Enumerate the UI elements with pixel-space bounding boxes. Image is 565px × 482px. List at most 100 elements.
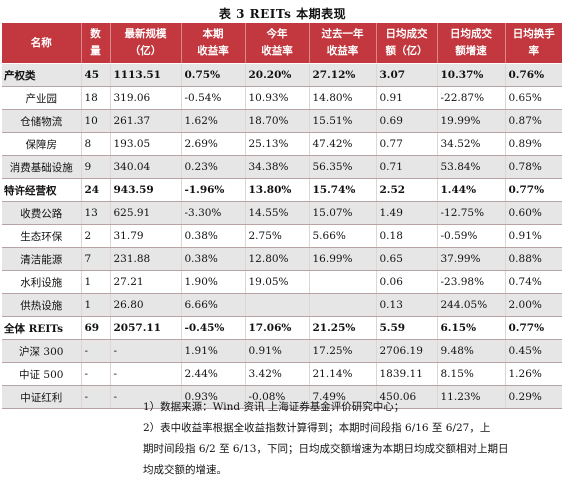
cell-scale: 31.79 — [110, 224, 182, 248]
cell-1y-return: 21.14% — [309, 362, 377, 386]
cell-ytd-return: 25.13% — [245, 132, 310, 156]
table-row: 收费公路 13 625.91 -3.30% 14.55% 15.07% 1.49 -12.75… — [2, 201, 562, 225]
cell-ytd-return: -0.08% — [245, 385, 310, 409]
cell-avg-turnover: 0.18 — [376, 224, 438, 248]
cell-name: 全体 REITs — [2, 316, 82, 340]
cell-name: 仓储物流 — [2, 109, 82, 133]
header-turnover-rate-line: 日均换手 — [512, 28, 555, 40]
category-row: 特许经营权 24 943.59 -1.96% 13.80% 15.74% 2.52 1.44%… — [2, 178, 562, 202]
table-row: 保障房 8 193.05 2.69% 25.13% 47.42% 0.77 34.52% 0.8… — [2, 132, 562, 156]
cell-name: 清洁能源 — [2, 247, 82, 271]
cell-avg-turnover: 3.07 — [376, 63, 438, 87]
cell-ytd-return: 34.38% — [245, 155, 310, 179]
note-source: 1）数据来源：Wind 资讯 上海证券基金评价研究中心； — [143, 401, 405, 413]
cell-name: 产权类 — [2, 63, 82, 87]
cell-scale: 1113.51 — [110, 63, 182, 87]
cell-scale: 625.91 — [110, 201, 182, 225]
category-row: 产权类 45 1113.51 0.75% 20.20% 27.12% 3.07 10.37% 0… — [2, 63, 562, 87]
cell-1y-return: 21.25% — [309, 316, 377, 340]
table-notes: 1）数据来源：Wind 资讯 上海证券基金评价研究中心； 2）表中收益率根据全收… — [0, 397, 565, 481]
cell-turnover-growth: 19.99% — [437, 109, 506, 133]
header-name-line: 名称 — [30, 36, 52, 49]
note-method-end: 均成交额的增速。 — [143, 464, 227, 476]
index-row: 沪深 300- -1.91% 0.91% 17.25% 2706.19 9.48% 0.45… — [2, 339, 562, 363]
cell-1y-return: 14.80% — [309, 86, 377, 110]
cell-name: 中证 500 — [2, 362, 82, 386]
cell-scale: 27.21 — [110, 270, 182, 294]
cell-ytd-return: 10.93% — [245, 86, 310, 110]
cell-turnover-growth: 244.05% — [437, 293, 506, 317]
cell-1y-return: 47.42% — [309, 132, 377, 156]
cell-1y-return: 56.35% — [309, 155, 377, 179]
cell-avg-turnover: 2706.19 — [376, 339, 438, 363]
table-row: 消费基础设施 9 340.04 0.23% 34.38% 56.35% 0.71 53.84%… — [2, 155, 562, 179]
cell-name: 沪深 300 — [2, 339, 82, 363]
cell-name: 产业园 — [2, 86, 82, 110]
table-row: 产业园 18 319.06 -0.54% 10.93% 14.80% 0.91 -22.87%… — [2, 86, 562, 110]
header-avg-turnover: 日均成交 额（亿） — [376, 23, 438, 64]
cell-name: 消费基础设施 — [2, 155, 82, 179]
cell-1y-return: 27.12% — [309, 63, 377, 87]
header-turnover-growth-line: 额增速 — [455, 45, 487, 57]
cell-1y-return: 17.25% — [309, 339, 377, 363]
cell-turnover-rate: 0.60% — [505, 201, 562, 225]
cell-count: 1 — [81, 270, 111, 294]
header-count: 数量 — [81, 23, 111, 64]
cell-scale: 193.05 — [110, 132, 182, 156]
cell-ytd-return: 3.42% — [245, 362, 310, 386]
cell-ytd-return: 0.91% — [245, 339, 310, 363]
table-body: 产权类 45 1113.51 0.75% 20.20% 27.12% 3.07 10.37% 0… — [2, 63, 562, 409]
cell-avg-turnover: 0.69 — [376, 109, 438, 133]
header-turnover-rate-line: 率 — [528, 45, 540, 57]
header-scale-line: （亿） — [129, 45, 162, 57]
cell-turnover-growth: 6.15% — [437, 316, 506, 340]
cell-turnover-rate: 0.76% — [505, 63, 562, 87]
cell-turnover-growth: 10.37% — [437, 63, 506, 87]
cell-period-return: 0.93% — [181, 385, 246, 409]
table-title: 表 3 REITs 本期表现 — [218, 7, 347, 21]
cell-turnover-rate: 0.29% — [505, 385, 562, 409]
cell-turnover-growth: 37.99% — [437, 247, 506, 271]
cell-1y-return: 15.51% — [309, 109, 377, 133]
cell-turnover-rate: 0.78% — [505, 155, 562, 179]
cell-turnover-growth: -0.59% — [437, 224, 506, 248]
cell-name: 生态环保 — [2, 224, 82, 248]
header-period-return-line: 收益率 — [197, 45, 229, 57]
cell-turnover-rate: 0.88% — [505, 247, 562, 271]
cell-scale: - — [110, 339, 182, 363]
header-avg-turnover-line: 额（亿） — [385, 45, 428, 57]
cell-turnover-growth: 9.48% — [437, 339, 506, 363]
cell-avg-turnover: 0.65 — [376, 247, 438, 271]
cell-period-return: 6.66% — [181, 293, 246, 317]
cell-count: - — [81, 339, 111, 363]
cell-period-return: -3.30% — [181, 201, 246, 225]
note-method-cont: 期时间段指 6/2 至 6/13，下同；日均成交额增速为本期日均成交额相对上期日 — [143, 443, 509, 455]
index-row: 中证红利 - -0.93% -0.08% 7.49% 450.06 11.23% 0.29% — [2, 385, 562, 409]
cell-turnover-rate: 0.77% — [505, 316, 562, 340]
cell-turnover-rate: 0.77% — [505, 178, 562, 202]
cell-turnover-rate: 0.45% — [505, 339, 562, 363]
header-name: 名称 — [2, 23, 82, 64]
cell-turnover-rate: 0.91% — [505, 224, 562, 248]
cell-period-return: -1.96% — [181, 178, 246, 202]
cell-period-return: 0.38% — [181, 224, 246, 248]
cell-1y-return: 7.49% — [309, 385, 377, 409]
cell-avg-turnover: 2.52 — [376, 178, 438, 202]
cell-1y-return — [309, 270, 377, 294]
cell-scale: 26.80 — [110, 293, 182, 317]
header-count-line: 量 — [90, 45, 101, 57]
cell-ytd-return: 18.70% — [245, 109, 310, 133]
cell-avg-turnover: 1839.11 — [376, 362, 438, 386]
cell-1y-return: 16.99% — [309, 247, 377, 271]
cell-count: - — [81, 385, 111, 409]
cell-count: - — [81, 362, 111, 386]
cell-count: 13 — [81, 201, 111, 225]
header-period-return-line: 本期 — [202, 28, 224, 40]
header-scale: 最新规模 （亿） — [110, 23, 182, 64]
cell-ytd-return: 2.75% — [245, 224, 310, 248]
header-1y-return: 过去一年 收益率 — [309, 23, 377, 64]
table-row: 清洁能源 7 231.88 0.38% 12.80% 16.99% 0.65 37.99% 0.… — [2, 247, 562, 271]
header-1y-return-line: 收益率 — [326, 45, 359, 57]
cell-ytd-return: 13.80% — [245, 178, 310, 202]
cell-avg-turnover: 0.91 — [376, 86, 438, 110]
